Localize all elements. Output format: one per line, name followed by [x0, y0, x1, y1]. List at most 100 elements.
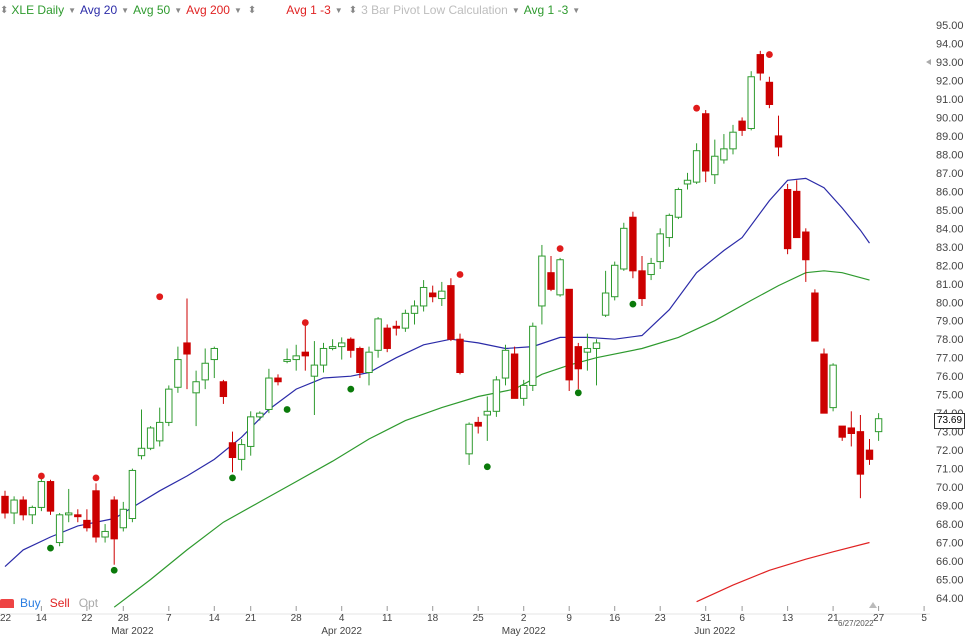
chevron-down-icon[interactable]: ▼ — [68, 5, 76, 15]
price-tick-label: 73.00 — [936, 427, 964, 439]
candle-body — [674, 189, 683, 218]
candle-body — [46, 481, 55, 512]
candle — [683, 172, 692, 190]
sell-button[interactable]: Sell — [49, 596, 70, 610]
candle — [83, 509, 91, 532]
opt-button[interactable]: Opt — [78, 596, 99, 610]
candle — [429, 285, 437, 303]
chevron-down-icon[interactable]: ▼ — [233, 5, 242, 15]
candle — [274, 374, 282, 386]
candle-body — [802, 231, 810, 261]
legend-avg200[interactable]: Avg 200 ▼ — [186, 3, 242, 17]
candle-body — [829, 364, 837, 409]
price-tick-label: 81.00 — [936, 279, 964, 291]
price-tick-label: 89.00 — [936, 131, 964, 143]
price-tick-label: 77.00 — [936, 353, 964, 365]
candle-body — [1, 495, 9, 514]
chevron-down-icon[interactable]: ▼ — [174, 5, 183, 15]
candle-body — [683, 179, 692, 185]
price-tick-label: 68.00 — [936, 519, 964, 531]
buy-button[interactable]: Buy — [20, 596, 41, 610]
scroll-right-icon[interactable] — [869, 602, 877, 608]
symbol-label: XLE Daily — [11, 3, 65, 17]
candle-body — [374, 318, 382, 351]
chevron-down-icon[interactable]: ▼ — [572, 5, 581, 15]
pivot-low-marker — [283, 406, 291, 413]
candle — [101, 524, 109, 543]
legend-avg20[interactable]: Avg 20 ▼ — [80, 3, 129, 17]
candle-body — [838, 425, 846, 438]
price-tick-label: 71.00 — [936, 464, 964, 476]
candle-body — [301, 351, 310, 357]
candle — [629, 211, 637, 279]
date-tick-label: 9 — [566, 613, 572, 624]
candle — [247, 411, 255, 456]
price-tick-label: 86.00 — [936, 186, 964, 198]
chevron-down-icon[interactable]: ▼ — [334, 5, 343, 15]
candle — [74, 509, 82, 523]
candle-body — [256, 412, 264, 418]
candle-body — [401, 312, 410, 329]
avg13b-label: Avg 1 -3 — [523, 3, 569, 17]
price-tick-label: 70.00 — [936, 482, 964, 494]
candle-body — [647, 262, 655, 276]
candle-body — [474, 421, 482, 427]
candle — [210, 346, 219, 379]
candle — [829, 363, 837, 412]
candle — [720, 134, 728, 164]
pivot-low-marker — [629, 300, 637, 308]
pivot-low-marker — [483, 463, 491, 471]
legend-pivot[interactable]: 3 Bar Pivot Low Calculation ▼ — [361, 3, 520, 17]
candle-body — [201, 362, 209, 381]
legend-avg13b[interactable]: Avg 1 -3 ▼ — [524, 3, 580, 17]
date-tick-label: 11 — [382, 613, 393, 624]
price-tick-label: 82.00 — [936, 260, 964, 272]
candle-body — [392, 325, 401, 329]
candle — [228, 431, 237, 473]
price-tick-label: 84.00 — [936, 223, 964, 235]
candle-body — [483, 410, 492, 416]
legend-avg13[interactable]: Avg 1 -3 ▼ — [286, 3, 342, 17]
candle-body — [820, 353, 828, 414]
last-date-label: 6/27/2022 — [838, 619, 874, 628]
candle — [328, 339, 337, 351]
candle — [647, 257, 655, 281]
candle-body — [37, 481, 46, 508]
date-tick-label: 21 — [828, 613, 840, 624]
price-tick-label: 67.00 — [936, 538, 964, 550]
moving-average-lines — [4, 177, 870, 608]
candle — [1, 490, 9, 519]
candle — [19, 496, 27, 521]
candle-body — [55, 514, 64, 544]
price-axis: 95.00 94.00 93.00 92.00 91.00 90.00 89.00 88.00… — [936, 20, 964, 605]
pivot-high-marker — [456, 271, 464, 278]
price-tick-label: 83.00 — [936, 242, 964, 254]
candle-body — [583, 347, 592, 353]
chevron-down-icon[interactable]: ▼ — [511, 5, 520, 15]
price-tick-label: 76.00 — [936, 371, 964, 383]
chevron-down-icon[interactable]: ▼ — [121, 5, 130, 15]
legend-avg50[interactable]: Avg 50 ▼ — [133, 3, 182, 17]
date-tick-label: 14 — [209, 613, 221, 624]
price-tick-label: 87.00 — [936, 168, 964, 180]
pivot-high-marker — [38, 472, 45, 480]
candle — [783, 183, 792, 255]
trade-icon[interactable] — [0, 598, 14, 608]
month-label: Apr 2022 — [321, 626, 362, 637]
pivot-low-marker — [347, 385, 355, 393]
candle — [310, 341, 319, 416]
price-tick-label: 78.00 — [936, 334, 964, 346]
price-tick-label: 80.00 — [936, 297, 964, 309]
candle — [638, 256, 646, 306]
up-down-icon[interactable]: ⬍ — [348, 4, 358, 16]
legend-symbol[interactable]: ⬍ XLE Daily ▼ — [0, 3, 76, 17]
candle — [219, 379, 228, 404]
candle — [856, 415, 865, 499]
candle — [729, 124, 737, 155]
avg50-label: Avg 50 — [133, 3, 171, 17]
candle-body — [629, 216, 637, 272]
candle-body — [592, 342, 601, 349]
up-down-icon[interactable]: ⬍ — [247, 4, 257, 16]
last-price-tag: 73.69 — [934, 413, 965, 429]
